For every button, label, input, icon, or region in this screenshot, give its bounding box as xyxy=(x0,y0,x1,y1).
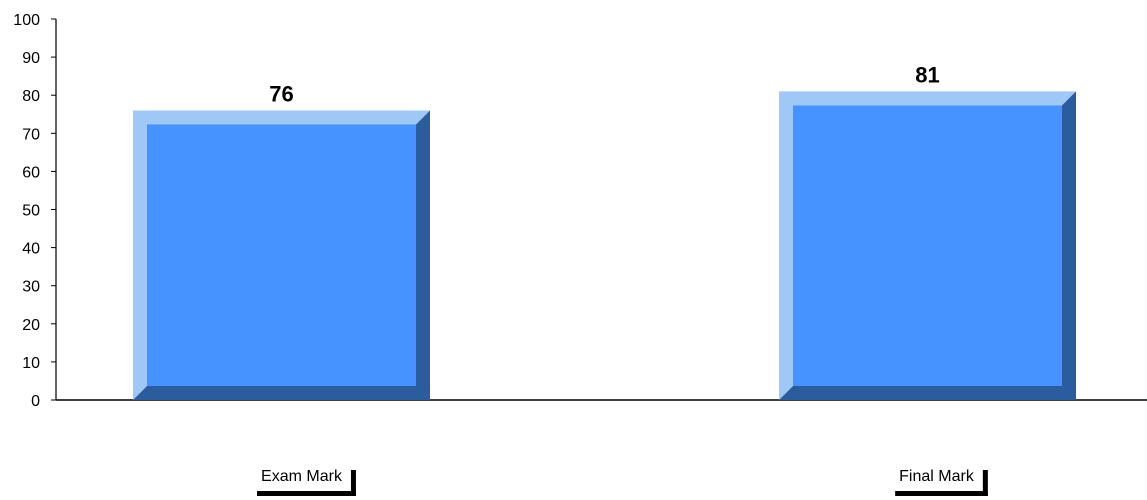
x-tick-label: Final Mark xyxy=(899,468,975,485)
y-tick-label: 50 xyxy=(22,203,40,220)
y-tick-label: 90 xyxy=(22,50,40,67)
y-tick-label: 30 xyxy=(22,279,40,296)
bar-face xyxy=(147,124,416,386)
label-shadow-right xyxy=(350,470,356,496)
x-axis-labels: Exam Mark Final Mark xyxy=(257,468,988,496)
x-tick-label: Exam Mark xyxy=(261,468,343,485)
category-label-final-mark: Final Mark xyxy=(895,468,988,496)
bar-final-mark: 81 xyxy=(779,62,1076,400)
y-tick-label: 40 xyxy=(22,241,40,258)
y-tick-label: 80 xyxy=(22,88,40,105)
y-tick-label: 100 xyxy=(13,12,40,29)
bar-face xyxy=(793,105,1062,386)
y-tick-label: 0 xyxy=(31,393,40,410)
label-shadow-bottom xyxy=(257,491,356,496)
bar-value-label: 76 xyxy=(269,81,293,106)
bars: 76 81 xyxy=(133,62,1076,400)
label-shadow-right xyxy=(982,470,988,496)
bar-value-label: 81 xyxy=(915,62,939,87)
category-label-exam-mark: Exam Mark xyxy=(257,468,356,496)
bar-exam-mark: 76 xyxy=(133,81,430,400)
y-tick-label: 70 xyxy=(22,126,40,143)
y-tick-label: 20 xyxy=(22,317,40,334)
label-shadow-bottom xyxy=(895,491,988,496)
y-tick-label: 60 xyxy=(22,164,40,181)
y-tick-label: 10 xyxy=(22,355,40,372)
